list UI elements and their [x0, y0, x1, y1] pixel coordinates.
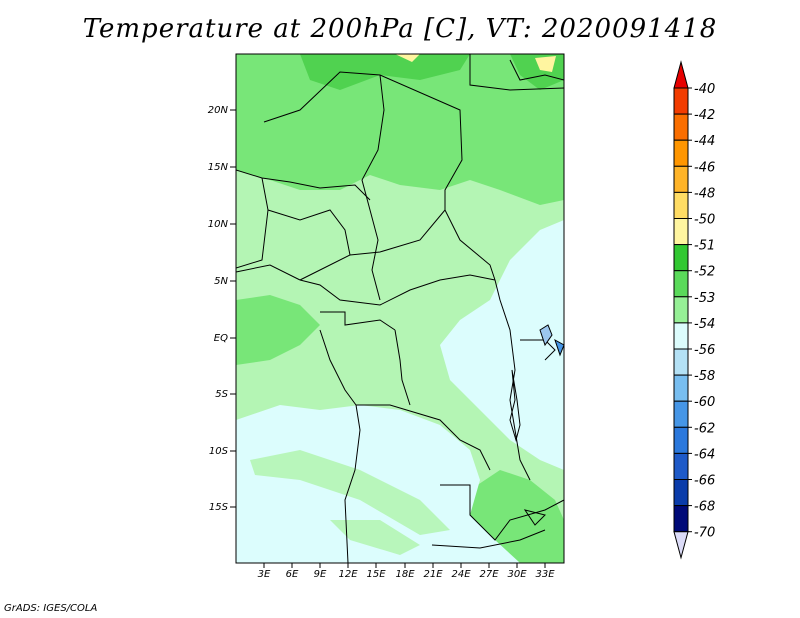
colorbar-swatch	[673, 505, 689, 533]
colorbar-label: -42	[694, 108, 715, 123]
colorbar-label: -66	[694, 474, 715, 489]
x-tick-label: 21E	[423, 569, 443, 580]
colorbar-swatch	[673, 479, 689, 507]
map-title: Temperature at 200hPa [C], VT: 202009141…	[82, 14, 718, 44]
streak-2	[330, 520, 420, 555]
band-54-east	[440, 220, 564, 470]
x-tick-label: 9E	[314, 569, 327, 580]
y-axis: 20N 15N 10N 5N EQ 5S 10S 15S	[208, 105, 236, 513]
colorbar-label: -50	[694, 213, 715, 228]
colorbar-swatch	[673, 191, 689, 219]
lakes	[509, 324, 565, 526]
colorbar-swatch	[673, 348, 689, 376]
y-tick-label: 5N	[214, 276, 228, 287]
country-borders	[236, 54, 564, 563]
colorbar-swatch	[673, 87, 689, 115]
band-51-north	[300, 54, 470, 90]
colorbar-label: -44	[694, 134, 715, 149]
colorbar-swatch	[673, 426, 689, 454]
x-tick-label: 18E	[395, 569, 415, 580]
x-tick-label: 3E	[258, 569, 271, 580]
y-tick-label: 20N	[208, 105, 229, 116]
colorbar-label: -53	[694, 291, 715, 306]
colorbar-swatch	[673, 322, 689, 350]
colorbar-swatch	[673, 113, 689, 141]
band-50-b	[535, 56, 556, 72]
colorbar-swatch	[673, 296, 689, 324]
temperature-field	[236, 54, 564, 563]
colorbar-cap-top	[673, 60, 689, 89]
band-52-north	[236, 54, 564, 205]
map-frame	[235, 53, 565, 564]
y-tick-label: EQ	[214, 333, 228, 344]
colorbar-label: -54	[694, 317, 715, 332]
band-50-a	[395, 54, 420, 62]
x-tick-label: 15E	[366, 569, 386, 580]
x-tick-label: 6E	[286, 569, 299, 580]
colorbar: -40 -42 -44 -46 -48 -50 -51 -52 -53 -54 -56 -58 -60 -…	[673, 60, 715, 560]
x-tick-label: 27E	[479, 569, 499, 580]
band-52-west	[236, 295, 320, 365]
y-tick-label: 10S	[209, 446, 229, 457]
y-tick-label: 10N	[208, 219, 229, 230]
colorbar-label: -62	[694, 421, 715, 436]
colorbar-swatch	[673, 218, 689, 246]
y-tick-label: 15S	[209, 502, 229, 513]
colorbar-label: -58	[694, 369, 715, 384]
colorbar-label: -60	[694, 395, 715, 410]
colorbar-label: -46	[694, 160, 715, 175]
colorbar-swatch	[673, 400, 689, 428]
y-tick-label: 5S	[215, 389, 228, 400]
colorbar-label: -68	[694, 500, 715, 515]
colorbar-cap-bottom	[673, 531, 689, 560]
grads-credit: GrADS: IGES/COLA	[4, 603, 98, 614]
colorbar-label: -70	[694, 526, 715, 541]
colorbar-swatch	[673, 452, 689, 480]
colorbar-swatch	[673, 270, 689, 298]
x-tick-label: 12E	[338, 569, 358, 580]
x-tick-label: 24E	[451, 569, 471, 580]
colorbar-swatch	[673, 165, 689, 193]
colorbar-swatch	[673, 374, 689, 402]
colorbar-swatch	[673, 244, 689, 272]
x-axis: 3E 6E 9E 12E 15E 18E 21E 24E 27E 30E 33E	[258, 563, 555, 580]
colorbar-label: -48	[694, 186, 715, 201]
colorbar-label: -51	[694, 239, 715, 254]
y-tick-label: 15N	[208, 162, 229, 173]
band-52-southeast	[470, 470, 564, 563]
colorbar-label: -56	[694, 343, 715, 358]
x-tick-label: 30E	[507, 569, 527, 580]
x-tick-label: 33E	[535, 569, 555, 580]
colorbar-label: -64	[694, 447, 715, 462]
streak-1	[250, 450, 450, 535]
colorbar-label: -40	[694, 82, 715, 97]
colorbar-label: -52	[694, 265, 715, 280]
colorbar-swatch	[673, 139, 689, 167]
